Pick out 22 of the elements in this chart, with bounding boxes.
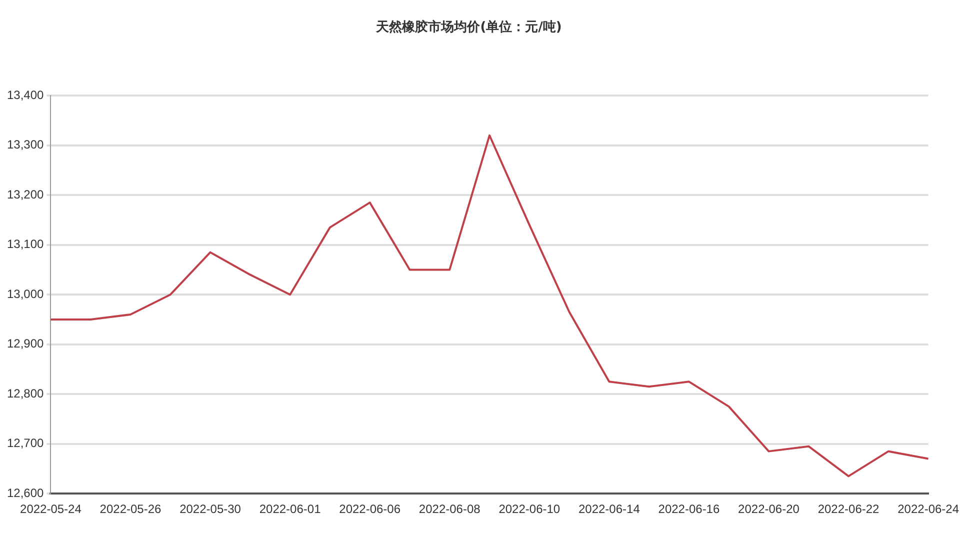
x-tick-label: 2022-05-24 (20, 502, 82, 516)
x-tick-label: 2022-06-10 (498, 502, 560, 516)
y-tick-label: 12,900 (7, 336, 44, 351)
x-tick-label: 2022-06-08 (418, 502, 481, 516)
y-tick-label: 13,400 (7, 88, 44, 102)
x-tick-label: 2022-06-24 (898, 502, 960, 516)
x-tick-label: 2022-06-22 (818, 502, 880, 516)
y-tick-label: 13,300 (7, 138, 44, 152)
x-tick-label: 2022-06-16 (658, 502, 720, 516)
chart-title: 天然橡胶市场均价(单位：元/吨) (375, 19, 562, 36)
y-tick-label: 12,700 (7, 436, 44, 450)
x-tick-label: 2022-06-06 (339, 502, 401, 516)
x-tick-label: 2022-06-20 (738, 502, 800, 516)
y-tick-label: 12,800 (7, 386, 44, 400)
y-tick-label: 13,200 (7, 187, 44, 202)
x-tick-label: 2022-06-01 (259, 502, 322, 516)
x-tick-label: 2022-05-30 (180, 502, 242, 516)
y-tick-label: 13,000 (7, 286, 44, 301)
y-tick-label: 13,100 (7, 237, 44, 252)
y-tick-label: 12,600 (7, 486, 44, 500)
x-tick-label: 2022-06-14 (578, 502, 640, 516)
x-tick-label: 2022-05-26 (100, 502, 162, 516)
